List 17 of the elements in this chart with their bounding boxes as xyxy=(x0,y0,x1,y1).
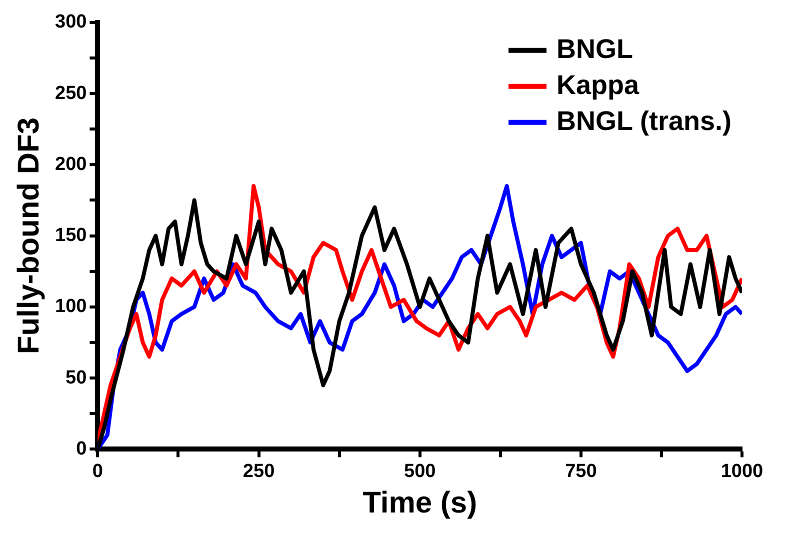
y-tick-label: 250 xyxy=(55,82,87,104)
legend-label: BNGL xyxy=(556,34,633,64)
x-axis-title: Time (s) xyxy=(362,486,478,520)
y-axis-title: Fully-bound DF3 xyxy=(12,117,46,354)
legend-label: Kappa xyxy=(556,70,640,100)
x-tick-label: 0 xyxy=(92,460,103,482)
x-tick-label: 750 xyxy=(565,460,597,482)
y-tick-label: 50 xyxy=(66,367,87,388)
y-tick-label: 300 xyxy=(55,12,87,33)
x-tick-label: 500 xyxy=(404,460,436,482)
y-tick-label: 200 xyxy=(55,154,87,175)
legend-label: BNGL (trans.) xyxy=(556,106,732,136)
x-tick-label: 1000 xyxy=(720,460,764,482)
y-tick-label: 0 xyxy=(76,438,87,460)
y-tick-label: 100 xyxy=(55,296,87,318)
x-tick-label: 250 xyxy=(242,460,275,482)
y-tick-label: 150 xyxy=(55,225,87,246)
